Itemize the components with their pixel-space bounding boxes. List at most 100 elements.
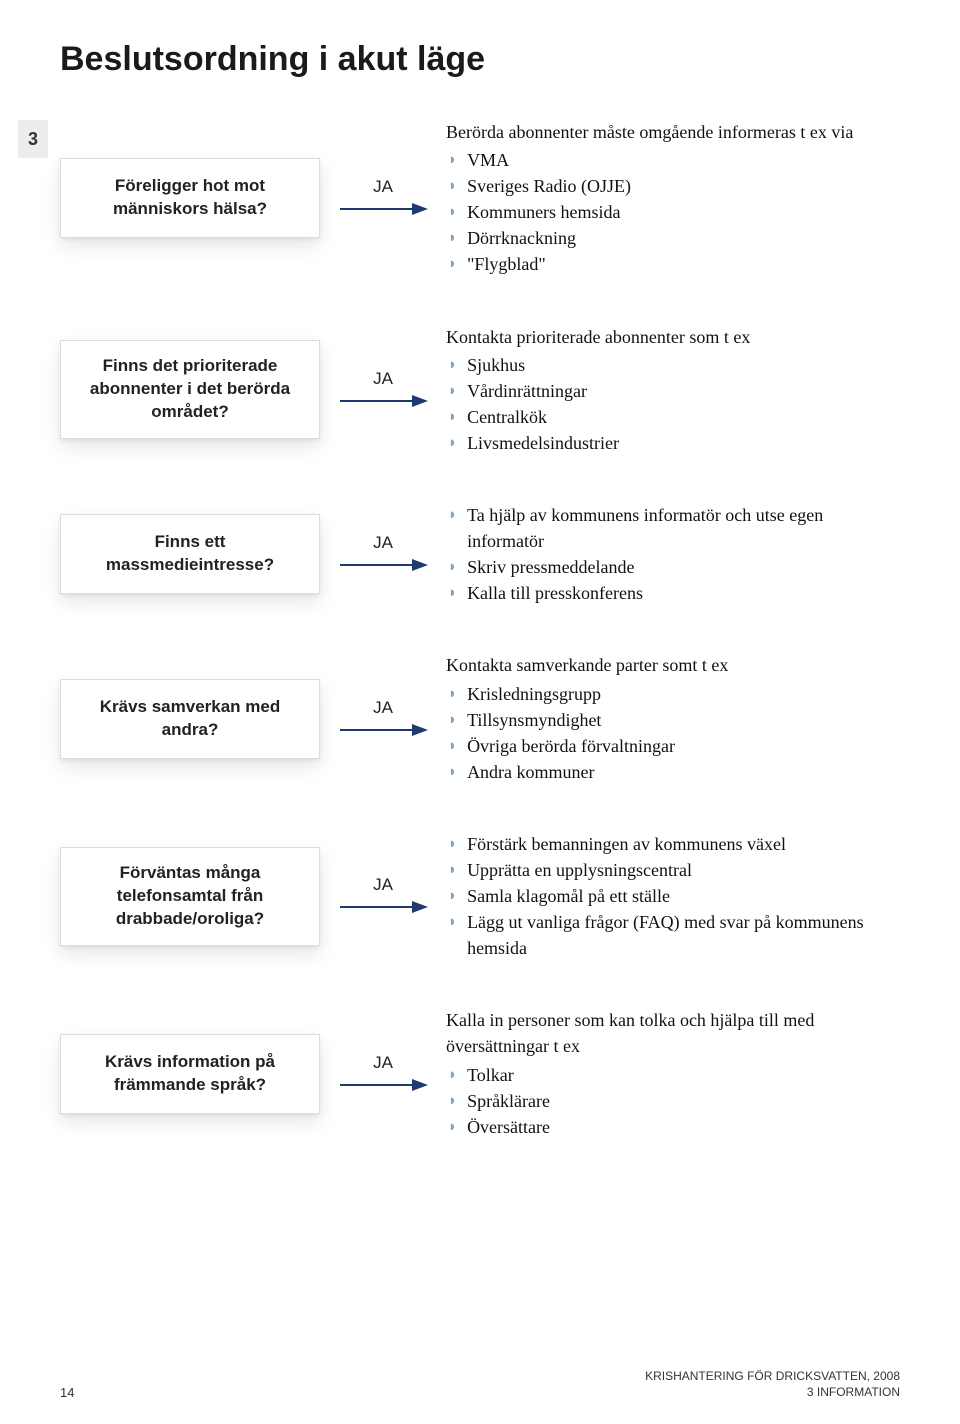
answer-item: ◗Sjukhus (448, 352, 900, 378)
bullet-icon: ◗ (448, 831, 457, 857)
answer-list: ◗ Ta hjälp av kommunens informatör och ut… (446, 502, 900, 606)
answer-item: ◗Övriga berörda förvaltningar (448, 733, 900, 759)
arrow-icon (338, 391, 428, 411)
bullet-icon: ◗ (448, 1114, 457, 1140)
answer-item: ◗ Tillsynsmyndighet (448, 707, 900, 733)
arrow-icon (338, 720, 428, 740)
answer-item: ◗ Dörrknackning (448, 225, 900, 251)
question-box: Föreligger hot mot människors hälsa? (60, 158, 320, 238)
bullet-icon: ◗ (448, 430, 457, 456)
page-title: Beslutsordning i akut läge (60, 40, 900, 79)
answer-item-text: Kalla till presskonferens (467, 580, 643, 606)
decision-row: Krävs information på främmande språk?JA … (60, 1007, 900, 1139)
arrow-icon (338, 199, 428, 219)
answer-item-text: "Flygblad" (467, 251, 546, 277)
answer-list: ◗ VMA◗Sveriges Radio (OJJE)◗Kommuners hem… (446, 147, 900, 277)
page-footer: 14 KRISHANTERING FÖR DRICKSVATTEN, 2008 … (60, 1368, 900, 1400)
answer-block: Kalla in personer som kan tolka och hjäl… (446, 1007, 900, 1139)
arrow-group: JA (338, 875, 428, 917)
bullet-icon: ◗ (448, 554, 457, 580)
answer-item-text: Livsmedelsindustrier (467, 430, 619, 456)
answer-item-text: Lägg ut vanliga frågor (FAQ) med svar på… (467, 909, 900, 961)
arrow-label: JA (373, 1053, 393, 1073)
answer-item: ◗Kommuners hemsida (448, 199, 900, 225)
arrow-label: JA (373, 533, 393, 553)
answer-item-text: Upprätta en upplysningscentral (467, 857, 692, 883)
bullet-icon: ◗ (448, 759, 457, 785)
answer-item: ◗ "Flygblad" (448, 251, 900, 277)
answer-item-text: Krisledningsgrupp (467, 681, 601, 707)
answer-list: ◗ Tolkar ◗ Språklärare◗Översättare (446, 1062, 900, 1140)
answer-item-text: Tolkar (467, 1062, 514, 1088)
page: Beslutsordning i akut läge 3 Föreligger … (0, 0, 960, 1424)
question-box: Förväntas många telefonsamtal från drabb… (60, 847, 320, 946)
answer-block: Kontakta prioriterade abonnenter som t e… (446, 324, 900, 456)
answer-item: ◗ Kalla till presskonferens (448, 580, 900, 606)
bullet-icon: ◗ (448, 378, 457, 404)
answer-item: ◗ Språklärare (448, 1088, 900, 1114)
bullet-icon: ◗ (448, 404, 457, 430)
question-box: Krävs information på främmande språk? (60, 1034, 320, 1114)
bullet-icon: ◗ (448, 502, 457, 528)
answer-block: ◗ Ta hjälp av kommunens informatör och ut… (446, 502, 900, 606)
answer-item-text: Tillsynsmyndighet (467, 707, 601, 733)
bullet-icon: ◗ (448, 883, 457, 909)
answer-item-text: Samla klagomål på ett ställe (467, 883, 670, 909)
arrow-icon (338, 1075, 428, 1095)
answer-item: ◗ Förstärk bemanningen av kommunens växel (448, 831, 900, 857)
answer-item: ◗ Krisledningsgrupp (448, 681, 900, 707)
answer-item-text: Ta hjälp av kommunens informatör och uts… (467, 502, 900, 554)
answer-intro: Berörda abonnenter måste omgående inform… (446, 119, 900, 145)
footer-right: KRISHANTERING FÖR DRICKSVATTEN, 2008 3 I… (645, 1368, 900, 1400)
answer-item: ◗ Andra kommuner (448, 759, 900, 785)
bullet-icon: ◗ (448, 681, 457, 707)
answer-item: ◗ VMA (448, 147, 900, 173)
bullet-icon: ◗ (448, 173, 457, 199)
answer-item-text: Språklärare (467, 1088, 550, 1114)
answer-item: ◗Skriv pressmeddelande (448, 554, 900, 580)
answer-intro: Kontakta samverkande parter somt t ex (446, 652, 900, 678)
answer-item-text: Andra kommuner (467, 759, 594, 785)
bullet-icon: ◗ (448, 251, 457, 277)
arrow-group: JA (338, 533, 428, 575)
arrow-group: JA (338, 1053, 428, 1095)
answer-item: ◗ Samla klagomål på ett ställe (448, 883, 900, 909)
arrow-group: JA (338, 177, 428, 219)
arrow-label: JA (373, 698, 393, 718)
answer-item: ◗ Tolkar (448, 1062, 900, 1088)
decision-row: Finns ett massmedieintresse?JA ◗Ta hjälp… (60, 502, 900, 606)
answer-list: ◗ Förstärk bemanningen av kommunens växel… (446, 831, 900, 961)
answer-item: ◗Översättare (448, 1114, 900, 1140)
arrow-group: JA (338, 369, 428, 411)
answer-intro: Kalla in personer som kan tolka och hjäl… (446, 1007, 900, 1059)
decision-rows: Föreligger hot mot människors hälsa? JA B… (60, 119, 900, 1140)
answer-item-text: Centralkök (467, 404, 547, 430)
answer-item: ◗Sveriges Radio (OJJE) (448, 173, 900, 199)
answer-item: ◗Lägg ut vanliga frågor (FAQ) med svar p… (448, 909, 900, 961)
bullet-icon: ◗ (448, 707, 457, 733)
bullet-icon: ◗ (448, 1088, 457, 1114)
section-number-badge: 3 (18, 120, 48, 158)
bullet-icon: ◗ (448, 225, 457, 251)
footer-source: KRISHANTERING FÖR DRICKSVATTEN, 2008 (645, 1368, 900, 1384)
answer-item: ◗ Centralkök (448, 404, 900, 430)
answer-intro: Kontakta prioriterade abonnenter som t e… (446, 324, 900, 350)
bullet-icon: ◗ (448, 1062, 457, 1088)
answer-item-text: Dörrknackning (467, 225, 576, 251)
decision-row: Krävs samverkan med andra? JA Kontakta sa… (60, 652, 900, 784)
answer-block: Berörda abonnenter måste omgående inform… (446, 119, 900, 278)
bullet-icon: ◗ (448, 580, 457, 606)
bullet-icon: ◗ (448, 352, 457, 378)
answer-item-text: Förstärk bemanningen av kommunens växel (467, 831, 786, 857)
decision-row: Förväntas många telefonsamtal från drabb… (60, 831, 900, 961)
answer-list: ◗ Krisledningsgrupp ◗ Tillsynsmyndighet◗Övr… (446, 681, 900, 785)
answer-item: ◗ Vårdinrättningar (448, 378, 900, 404)
answer-item-text: Vårdinrättningar (467, 378, 587, 404)
arrow-icon (338, 555, 428, 575)
bullet-icon: ◗ (448, 147, 457, 173)
arrow-group: JA (338, 698, 428, 740)
question-box: Krävs samverkan med andra? (60, 679, 320, 759)
answer-item-text: VMA (467, 147, 509, 173)
arrow-label: JA (373, 177, 393, 197)
page-number: 14 (60, 1385, 74, 1400)
